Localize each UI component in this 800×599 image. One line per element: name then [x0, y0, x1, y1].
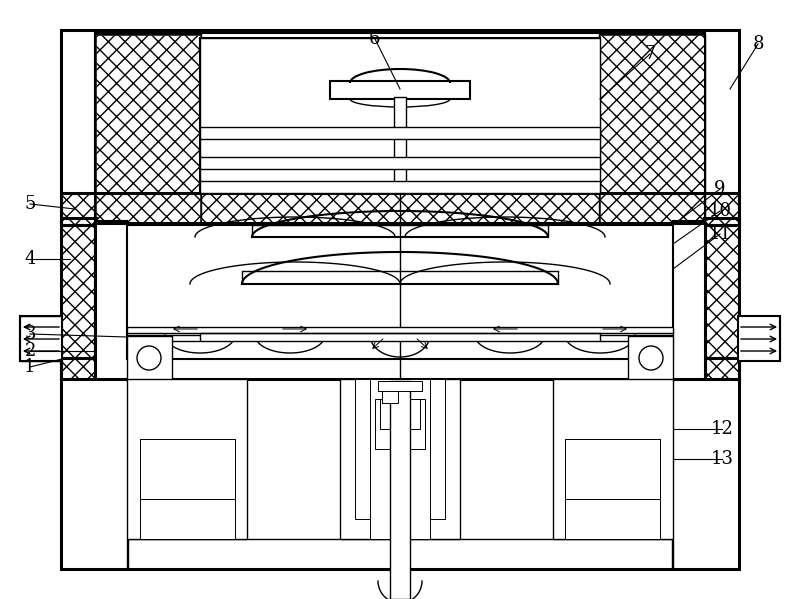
- Bar: [674, 222, 704, 357]
- Bar: [704, 218, 739, 380]
- Bar: [370, 379, 430, 539]
- Bar: [705, 219, 738, 379]
- Bar: [200, 127, 600, 139]
- Bar: [95, 34, 201, 224]
- Text: 1: 1: [24, 358, 36, 376]
- Bar: [96, 35, 200, 223]
- Bar: [61, 193, 739, 225]
- Text: 6: 6: [370, 30, 381, 48]
- Bar: [140, 439, 235, 499]
- Bar: [96, 222, 126, 357]
- Bar: [375, 399, 425, 449]
- Text: 9: 9: [714, 180, 726, 198]
- Bar: [62, 194, 738, 224]
- Bar: [565, 439, 660, 539]
- Text: 2: 2: [24, 342, 36, 360]
- Bar: [380, 399, 420, 429]
- Bar: [565, 439, 660, 499]
- Text: 3: 3: [24, 325, 36, 343]
- Bar: [599, 34, 705, 224]
- Text: 10: 10: [709, 202, 731, 220]
- Bar: [127, 540, 673, 568]
- Text: 7: 7: [644, 45, 656, 63]
- Bar: [200, 333, 600, 341]
- Bar: [62, 380, 127, 568]
- Bar: [127, 327, 673, 335]
- Bar: [378, 381, 422, 391]
- Bar: [738, 316, 780, 361]
- Bar: [628, 336, 673, 381]
- Bar: [673, 221, 705, 358]
- Bar: [200, 38, 600, 193]
- Bar: [673, 380, 738, 568]
- Bar: [553, 379, 673, 539]
- Bar: [95, 33, 705, 225]
- Bar: [390, 381, 410, 599]
- Bar: [61, 358, 739, 382]
- Bar: [140, 439, 235, 539]
- Bar: [61, 379, 739, 569]
- Bar: [629, 337, 672, 380]
- Bar: [340, 379, 460, 539]
- Bar: [200, 38, 600, 193]
- Bar: [95, 221, 127, 358]
- Bar: [95, 223, 705, 381]
- Text: 13: 13: [710, 450, 734, 468]
- Bar: [127, 336, 172, 381]
- Bar: [330, 81, 470, 99]
- Text: 12: 12: [710, 420, 734, 438]
- Bar: [394, 97, 406, 193]
- Bar: [62, 359, 738, 381]
- Bar: [62, 219, 95, 379]
- Bar: [382, 381, 398, 403]
- Bar: [600, 35, 704, 223]
- Bar: [355, 379, 445, 519]
- Text: 4: 4: [24, 250, 36, 268]
- Bar: [61, 218, 96, 380]
- Bar: [61, 379, 128, 569]
- Bar: [128, 337, 171, 380]
- Bar: [200, 181, 600, 193]
- Text: 11: 11: [709, 225, 731, 243]
- Bar: [127, 379, 247, 539]
- Bar: [672, 379, 739, 569]
- Bar: [200, 157, 600, 169]
- Bar: [61, 30, 739, 225]
- Bar: [20, 316, 62, 361]
- Bar: [127, 225, 673, 359]
- Text: 8: 8: [752, 35, 764, 53]
- Text: 5: 5: [24, 195, 36, 213]
- Bar: [127, 539, 673, 569]
